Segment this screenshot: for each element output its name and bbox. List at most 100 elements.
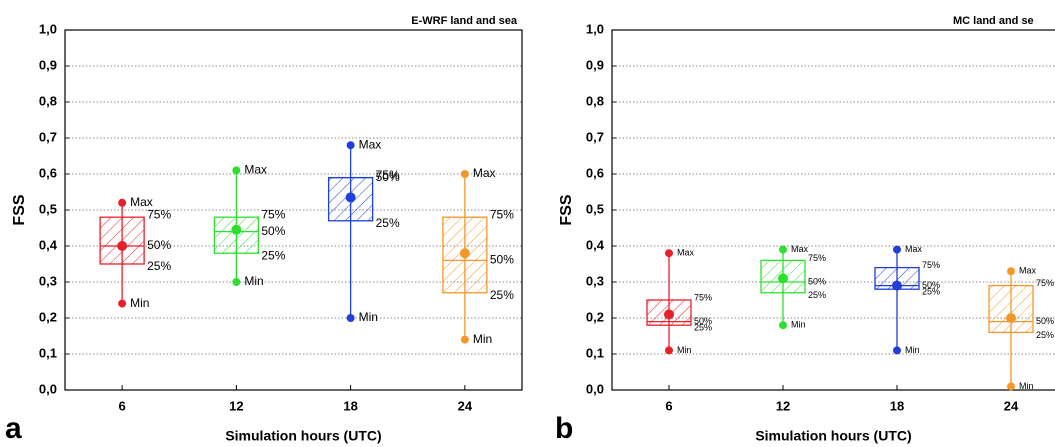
y-tick-label: 0,0 [39, 381, 57, 396]
x-tick-label: 6 [665, 398, 672, 413]
max-label: Max [791, 244, 809, 254]
y-tick-label: 0,1 [39, 345, 57, 360]
q3-label: 75% [808, 253, 826, 263]
mean-point [892, 280, 902, 291]
y-tick-label: 0,7 [39, 129, 57, 144]
plot-frame [64, 29, 523, 391]
x-axis-label: Simulation hours (UTC) [225, 428, 381, 444]
panel-label: b [555, 412, 573, 445]
plot-frame [611, 29, 1055, 391]
y-tick-label: 1,0 [39, 21, 57, 36]
q1-label: 25% [261, 248, 285, 262]
q1-label: 25% [376, 216, 400, 230]
median-label: 50% [694, 316, 712, 326]
median-label: 50% [147, 238, 171, 252]
y-tick-label: 0,9 [39, 57, 57, 72]
median-label: 50% [808, 276, 826, 286]
min-label: Min [1019, 381, 1034, 391]
min-point [665, 346, 673, 355]
min-label: Min [473, 332, 492, 346]
y-tick-label: 0,8 [39, 93, 57, 108]
max-label: Max [905, 244, 923, 254]
y-tick-label: 1,0 [586, 21, 604, 36]
x-tick-label: 18 [890, 398, 904, 413]
box [99, 216, 145, 265]
y-tick-label: 0,3 [586, 273, 604, 288]
mean-point [345, 192, 356, 203]
min-point [118, 299, 127, 308]
q1-label: 25% [147, 259, 171, 273]
y-tick-label: 0,1 [586, 345, 604, 360]
box [213, 216, 260, 254]
x-tick-label: 12 [229, 398, 243, 413]
median-label: 50% [261, 224, 285, 238]
x-tick-label: 6 [119, 398, 126, 413]
mean-point [778, 273, 788, 284]
y-tick-label: 0,3 [39, 273, 57, 288]
chart-title: E-WRF land and sea [411, 15, 518, 27]
y-tick-label: 0,2 [586, 309, 604, 324]
y-tick-label: 0,6 [39, 165, 57, 180]
max-point [118, 198, 127, 207]
min-point [893, 346, 901, 355]
x-tick-label: 24 [1004, 398, 1019, 413]
q3-label: 75% [922, 260, 940, 270]
y-tick-label: 0,4 [586, 237, 605, 252]
min-label: Min [359, 310, 378, 324]
max-point [779, 245, 787, 254]
min-label: Min [905, 345, 920, 355]
max-label: Max [130, 195, 153, 209]
chart-title: MC land and se [953, 15, 1034, 27]
median-label: 50% [922, 280, 940, 290]
q3-label: 75% [147, 207, 171, 221]
median-label: 50% [376, 170, 400, 184]
mean-point [117, 241, 128, 251]
min-point [346, 314, 355, 322]
q3-label: 75% [1036, 278, 1054, 288]
mean-point [1006, 313, 1016, 323]
q1-label: 25% [808, 290, 826, 300]
y-tick-label: 0,6 [586, 165, 604, 180]
q3-label: 75% [694, 292, 712, 302]
max-label: Max [359, 137, 382, 151]
max-label: Max [1019, 266, 1037, 276]
max-point [893, 245, 901, 254]
y-tick-label: 0,5 [586, 201, 604, 216]
max-point [665, 249, 673, 258]
q1-label: 25% [1036, 330, 1054, 340]
max-label: Max [473, 166, 496, 180]
panel-label: a [5, 412, 22, 445]
median-label: 50% [490, 253, 514, 267]
x-tick-label: 24 [458, 398, 473, 413]
max-label: Max [677, 248, 695, 258]
max-point [346, 141, 355, 150]
median-label: 50% [1036, 316, 1054, 326]
x-tick-label: 18 [343, 398, 357, 413]
mean-point [231, 224, 242, 235]
min-label: Min [130, 296, 149, 310]
min-point [232, 278, 241, 286]
q3-label: 75% [490, 207, 514, 221]
q1-label: 25% [490, 288, 514, 302]
y-tick-label: 0,5 [39, 201, 57, 216]
mean-point [664, 309, 674, 320]
y-tick-label: 0,0 [586, 381, 604, 396]
y-axis-label: FSS [558, 194, 575, 225]
min-point [779, 321, 787, 330]
q1-label: 25% [922, 287, 940, 297]
q3-label: 75% [376, 168, 400, 182]
min-label: Min [677, 345, 692, 355]
mean-point [459, 248, 470, 259]
y-tick-label: 0,9 [586, 57, 604, 72]
y-tick-label: 0,7 [586, 129, 604, 144]
box [988, 284, 1034, 334]
min-point [460, 335, 469, 344]
x-tick-label: 12 [776, 398, 790, 413]
y-tick-label: 0,2 [39, 309, 57, 324]
q3-label: 75% [261, 207, 285, 221]
y-tick-label: 0,4 [39, 237, 58, 252]
x-axis-label: Simulation hours (UTC) [755, 428, 911, 444]
q1-label: 25% [694, 323, 712, 333]
min-label: Min [791, 320, 806, 330]
